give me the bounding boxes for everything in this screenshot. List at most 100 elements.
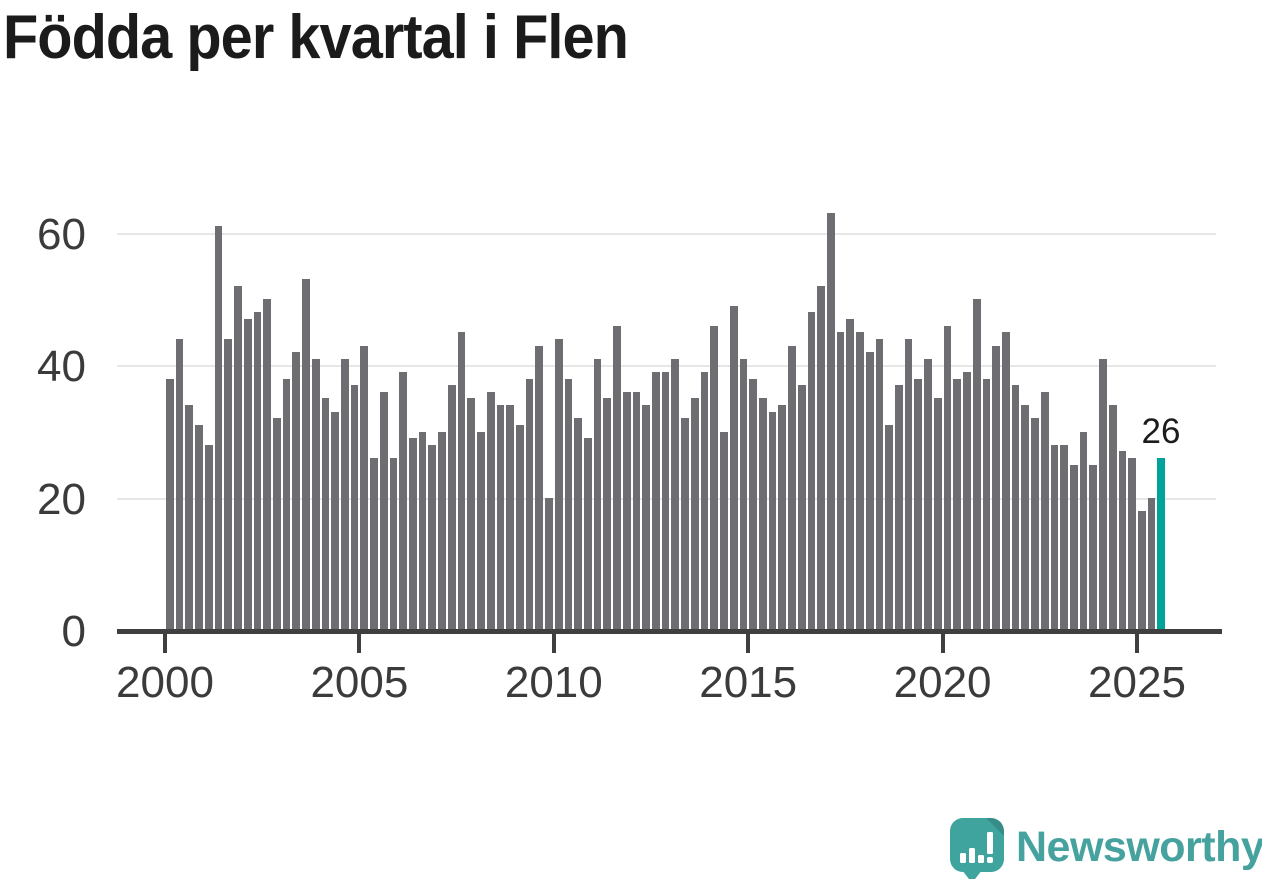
bar	[797, 385, 806, 630]
x-axis-tick-2010	[551, 634, 556, 653]
bar	[652, 371, 660, 630]
bar	[729, 305, 738, 630]
bar	[933, 398, 942, 630]
bar	[399, 371, 408, 630]
mini-bar-1	[960, 853, 966, 863]
bar	[253, 312, 262, 630]
bar	[457, 332, 466, 630]
bar	[1031, 418, 1039, 630]
bar	[1050, 444, 1059, 630]
bar	[515, 424, 524, 630]
chart-title: Födda per kvartal i Flen	[3, 3, 629, 72]
mini-bar-3	[978, 855, 984, 863]
bar	[963, 371, 971, 630]
bar	[749, 378, 757, 630]
bar	[243, 319, 252, 630]
newsworthy-speech-bubble-chart-icon	[950, 818, 1004, 872]
bar	[661, 371, 670, 630]
x-axis-tick-2005	[357, 634, 362, 653]
bar	[292, 352, 301, 630]
bar	[379, 391, 388, 630]
bar	[1021, 405, 1030, 630]
bar	[234, 285, 242, 630]
bar	[584, 438, 592, 630]
bar	[807, 312, 816, 630]
bar	[214, 226, 223, 630]
bar	[1079, 431, 1088, 630]
bar	[525, 378, 534, 630]
bar	[972, 299, 981, 630]
bar	[1089, 464, 1098, 630]
bar	[370, 458, 378, 630]
mini-bar-2	[969, 848, 975, 863]
bar	[924, 358, 932, 630]
bar	[758, 398, 767, 630]
x-axis-label-2020: 2020	[893, 658, 992, 707]
y-axis-label-0: 0	[61, 607, 86, 656]
bar	[360, 345, 369, 630]
bar	[1147, 497, 1156, 630]
newsworthy-logo: Newsworthy	[950, 816, 1262, 879]
x-axis-label-2025: 2025	[1088, 658, 1186, 707]
bar	[341, 358, 349, 630]
bar	[486, 391, 495, 630]
bar	[836, 332, 845, 630]
x-axis-label-2005: 2005	[310, 658, 409, 707]
bar	[224, 338, 233, 630]
x-axis-line	[117, 629, 1222, 634]
bar	[992, 345, 1000, 630]
bar	[846, 319, 855, 630]
bar	[710, 325, 719, 630]
bar	[982, 378, 991, 630]
bar	[311, 358, 320, 630]
bar	[1108, 405, 1117, 630]
bar	[778, 405, 787, 630]
bar	[447, 385, 456, 630]
y-axis-label-20: 20	[37, 474, 86, 524]
bar-highlighted	[1157, 458, 1166, 630]
x-axis-label-2010: 2010	[504, 658, 603, 707]
bar	[856, 332, 864, 630]
bar	[642, 405, 651, 630]
bar	[603, 398, 612, 630]
x-axis-label-2000: 2000	[116, 658, 214, 707]
bar	[496, 405, 505, 630]
bar	[739, 358, 748, 630]
bar	[195, 424, 203, 630]
last-value-label: 26	[1141, 412, 1181, 451]
bar	[700, 371, 709, 630]
bar	[467, 398, 476, 630]
bar	[1060, 444, 1068, 630]
bar	[1001, 332, 1010, 630]
bar	[302, 279, 310, 630]
brand-name: Newsworthy	[1016, 823, 1262, 871]
bar	[175, 338, 184, 630]
bar	[1138, 510, 1146, 630]
exclamation-dot	[987, 857, 993, 863]
bar	[895, 385, 903, 630]
bar	[681, 418, 689, 630]
bar	[428, 444, 437, 630]
bar	[185, 405, 194, 630]
bubble-corner-fold	[986, 818, 1004, 836]
bar	[875, 338, 884, 630]
bar	[438, 431, 446, 630]
gridline-40	[117, 365, 1216, 368]
bar	[788, 345, 796, 630]
bar	[671, 358, 680, 630]
bar	[350, 385, 359, 630]
bar	[477, 431, 485, 630]
bar	[204, 444, 213, 630]
bar	[263, 299, 271, 630]
y-axis-label-60: 60	[37, 209, 86, 259]
bar	[593, 358, 602, 630]
bar	[574, 418, 582, 630]
bar	[953, 378, 962, 630]
bar	[632, 391, 641, 630]
bar	[389, 458, 398, 630]
bar	[914, 378, 923, 630]
bar	[506, 405, 514, 630]
bar	[331, 411, 339, 630]
exclamation-stem	[987, 832, 993, 854]
